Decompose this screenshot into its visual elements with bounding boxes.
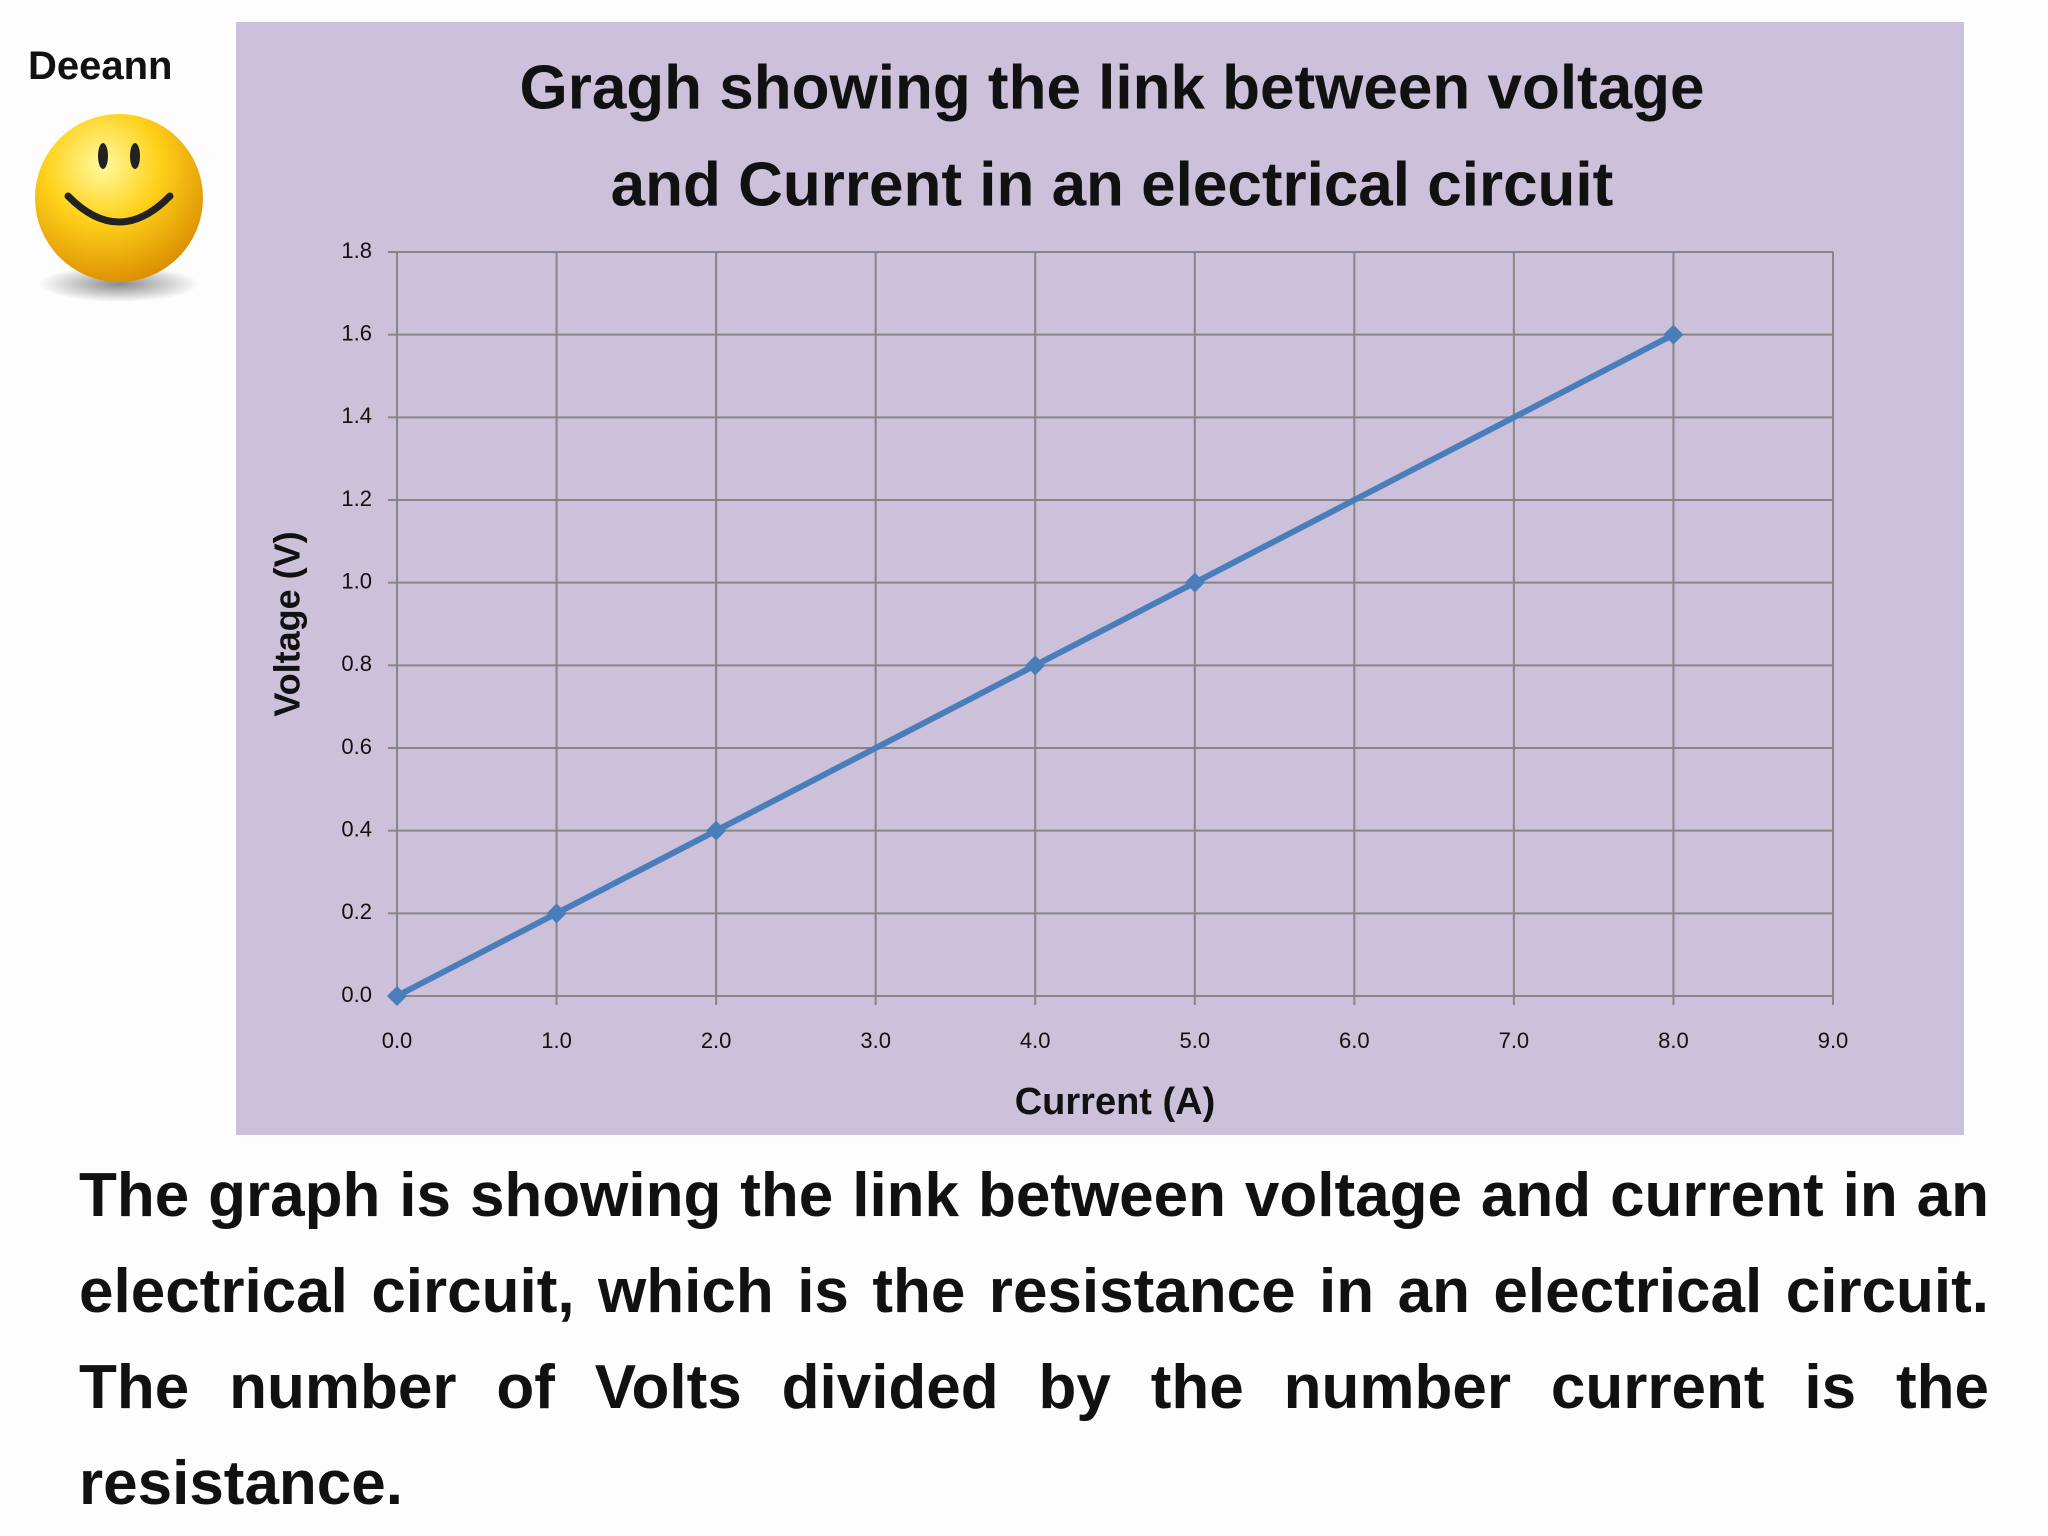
y-tick-label: 1.2 bbox=[341, 486, 372, 511]
description: The graph is showing the link between vo… bbox=[79, 1161, 1989, 1518]
x-tick-label: 7.0 bbox=[1499, 1028, 1530, 1053]
x-tick-label: 5.0 bbox=[1179, 1028, 1210, 1053]
x-tick-label: 2.0 bbox=[701, 1028, 732, 1053]
x-tick-label: 6.0 bbox=[1339, 1028, 1370, 1053]
data-point bbox=[1663, 324, 1684, 345]
y-tick-label: 0.0 bbox=[341, 982, 372, 1007]
x-tick-label: 1.0 bbox=[541, 1028, 572, 1053]
chart: Gragh showing the link between voltage a… bbox=[236, 22, 1964, 1135]
smiley-icon bbox=[35, 114, 203, 302]
x-tick-label: 8.0 bbox=[1658, 1028, 1689, 1053]
data-point bbox=[546, 903, 567, 924]
y-axis-label: Voltage (V) bbox=[267, 531, 308, 716]
data-point bbox=[706, 820, 727, 841]
x-axis-label: Current (A) bbox=[1015, 1081, 1216, 1123]
y-tick-label: 1.0 bbox=[341, 568, 372, 593]
author: Deeann bbox=[28, 44, 173, 88]
chart-panel bbox=[236, 22, 1964, 1135]
data-point bbox=[1184, 572, 1205, 593]
data-point bbox=[1025, 655, 1046, 676]
y-tick-label: 1.6 bbox=[341, 320, 372, 345]
x-tick-label: 9.0 bbox=[1818, 1028, 1849, 1053]
x-tick-label: 0.0 bbox=[382, 1028, 413, 1053]
x-tick-label: 3.0 bbox=[860, 1028, 891, 1053]
y-tick-label: 0.8 bbox=[341, 651, 372, 676]
y-tick-label: 1.8 bbox=[341, 238, 372, 263]
chart-title: and Current in an electrical circuit bbox=[611, 150, 1614, 219]
y-tick-label: 0.6 bbox=[341, 734, 372, 759]
x-tick-label: 4.0 bbox=[1020, 1028, 1051, 1053]
y-tick-label: 1.4 bbox=[341, 403, 372, 428]
chart-title: Gragh showing the link between voltage bbox=[519, 53, 1704, 122]
y-tick-label: 0.2 bbox=[341, 899, 372, 924]
data-line bbox=[395, 332, 1675, 999]
y-tick-label: 0.4 bbox=[341, 816, 372, 841]
data-point bbox=[387, 986, 407, 1006]
